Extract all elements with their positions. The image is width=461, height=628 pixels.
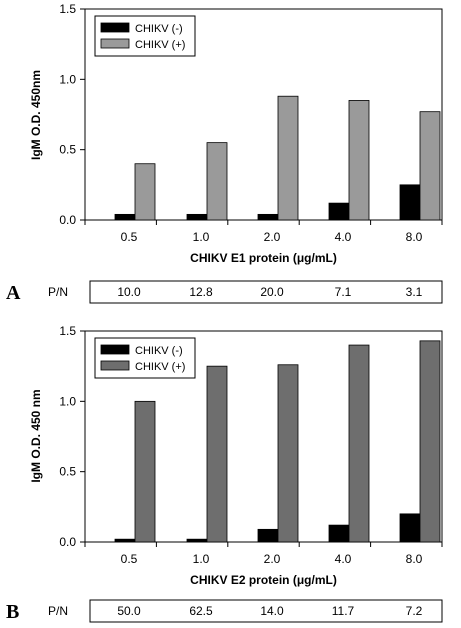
y-axis-label: IgM O.D. 450 nm [29, 389, 43, 482]
bar-neg [328, 524, 350, 543]
legend-label: CHIKV (-) [135, 23, 183, 35]
y-tick-label: 1.5 [59, 2, 76, 16]
legend-label: CHIKV (+) [135, 361, 185, 373]
bar-neg [186, 213, 208, 221]
x-tick-label: 1.0 [193, 230, 210, 244]
pn-value: 11.7 [332, 604, 355, 618]
bar-pos [277, 364, 299, 543]
legend-label: CHIKV (-) [135, 345, 183, 357]
x-axis-label: CHIKV E2 protein (μg/mL) [190, 573, 337, 587]
x-axis-label: CHIKV E1 protein (μg/mL) [190, 251, 337, 265]
pn-value: 12.8 [189, 285, 213, 299]
bar-pos [348, 344, 370, 543]
x-tick-label: 4.0 [335, 230, 352, 244]
x-tick-label: 8.0 [406, 552, 423, 566]
pn-value: 3.1 [406, 285, 423, 299]
bar-neg [399, 184, 421, 221]
panel-letter: A [6, 282, 21, 304]
pn-label: P/N [48, 604, 68, 618]
pn-value: 20.0 [260, 285, 284, 299]
bar-pos [206, 365, 228, 543]
bar-neg [257, 528, 279, 543]
y-tick-label: 0.5 [59, 143, 76, 157]
y-tick-label: 0.5 [59, 465, 76, 479]
bar-pos [134, 400, 156, 543]
legend-swatch [100, 22, 130, 33]
panel-letter: B [6, 601, 19, 623]
y-tick-label: 0.0 [59, 535, 76, 549]
bar-pos [277, 95, 299, 221]
x-tick-label: 4.0 [335, 552, 352, 566]
legend-swatch [100, 38, 130, 49]
pn-box [89, 599, 443, 623]
x-tick-label: 2.0 [264, 552, 281, 566]
bar-pos [419, 340, 441, 543]
y-axis-label: IgM O.D. 450nm [29, 70, 43, 160]
bar-neg [257, 213, 279, 221]
bar-pos [348, 100, 370, 221]
pn-value: 10.0 [117, 285, 141, 299]
x-tick-label: 0.5 [121, 230, 138, 244]
y-tick-label: 1.0 [59, 72, 76, 86]
pn-value: 14.0 [260, 604, 284, 618]
x-tick-label: 8.0 [406, 230, 423, 244]
pn-value: 7.1 [335, 285, 352, 299]
bar-neg [328, 202, 350, 221]
bar-neg [399, 513, 421, 543]
legend-swatch [100, 344, 130, 355]
pn-box [89, 280, 443, 304]
bar-pos [206, 142, 228, 221]
bar-neg [114, 213, 136, 221]
pn-value: 62.5 [189, 604, 213, 618]
bar-neg [114, 538, 136, 543]
pn-value: 7.2 [406, 604, 423, 618]
bar-neg [186, 538, 208, 543]
x-tick-label: 0.5 [121, 552, 138, 566]
bar-pos [419, 111, 441, 221]
y-tick-label: 1.0 [59, 394, 76, 408]
bar-pos [134, 163, 156, 221]
x-tick-label: 1.0 [193, 552, 210, 566]
pn-label: P/N [48, 285, 68, 299]
y-tick-label: 0.0 [59, 213, 76, 227]
legend-label: CHIKV (+) [135, 39, 185, 51]
legend-swatch [100, 360, 130, 371]
y-tick-label: 1.5 [59, 324, 76, 338]
pn-value: 50.0 [117, 604, 141, 618]
x-tick-label: 2.0 [264, 230, 281, 244]
